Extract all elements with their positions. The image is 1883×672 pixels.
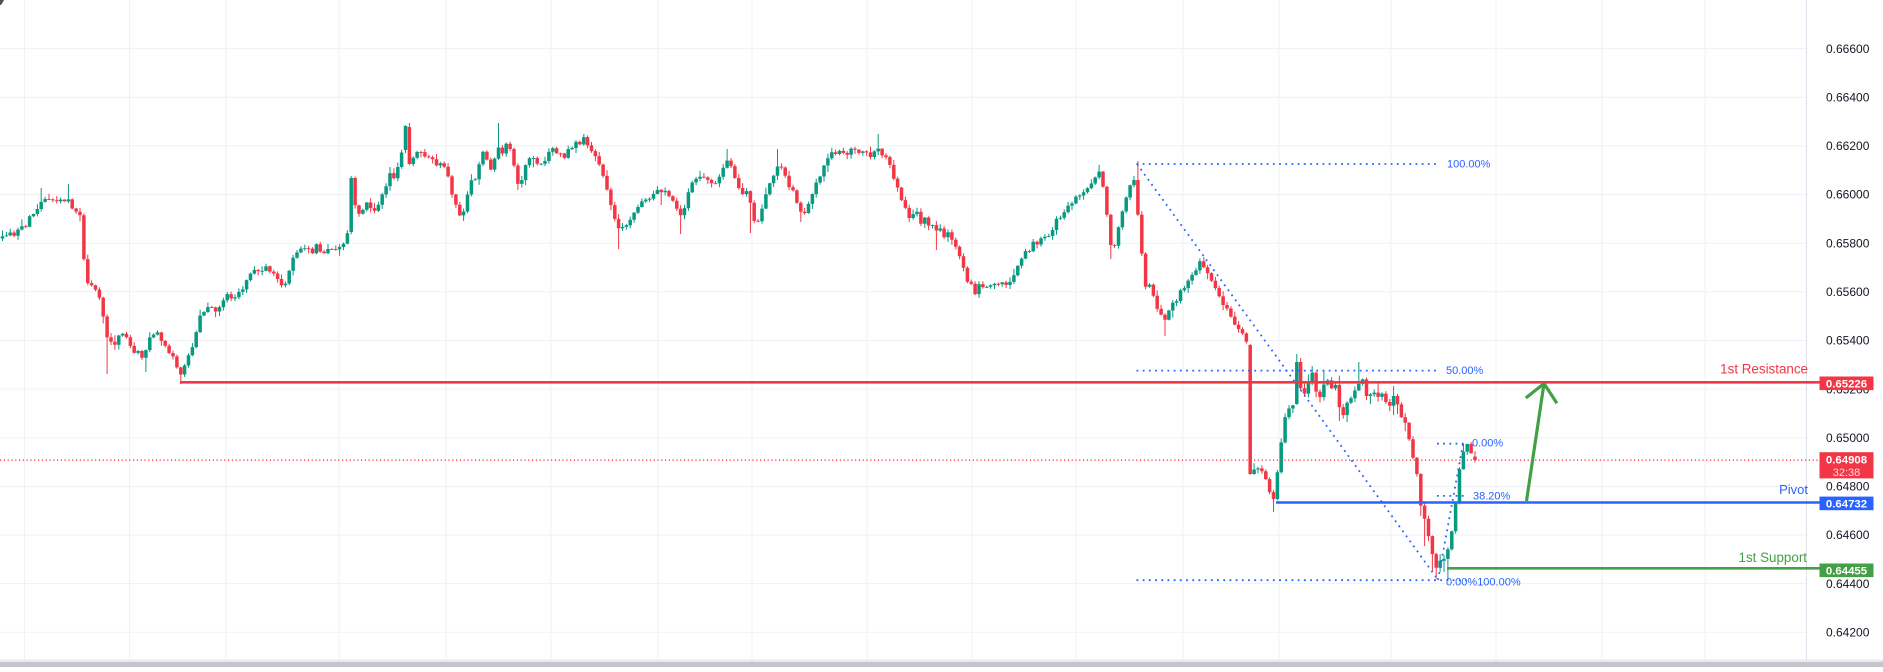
svg-text:0.65800: 0.65800: [1826, 236, 1870, 250]
svg-text:0.66200: 0.66200: [1826, 139, 1870, 153]
svg-text:0.66000: 0.66000: [1826, 188, 1870, 202]
svg-text:0.64908: 0.64908: [1826, 455, 1867, 467]
svg-text:0.00%: 0.00%: [1472, 438, 1503, 450]
svg-text:0.64800: 0.64800: [1826, 480, 1870, 494]
svg-text:50.00%: 50.00%: [1446, 365, 1484, 377]
svg-text:1st Resistance: 1st Resistance: [1720, 362, 1808, 377]
svg-text:0.64732: 0.64732: [1826, 499, 1867, 511]
svg-text:Pivot: Pivot: [1779, 482, 1808, 497]
svg-text:100.00%: 100.00%: [1447, 159, 1491, 171]
svg-text:0.64455: 0.64455: [1826, 566, 1868, 578]
svg-text:0.00%100.00%: 0.00%100.00%: [1446, 577, 1521, 589]
svg-text:0.64600: 0.64600: [1826, 528, 1870, 542]
svg-text:0.65000: 0.65000: [1826, 431, 1870, 445]
svg-text:0.64200: 0.64200: [1826, 626, 1870, 640]
svg-text:0.66600: 0.66600: [1826, 42, 1870, 56]
svg-text:0.65226: 0.65226: [1826, 379, 1867, 391]
svg-text:32:38: 32:38: [1833, 467, 1861, 479]
svg-text:0.65600: 0.65600: [1826, 285, 1870, 299]
svg-text:1st Support: 1st Support: [1739, 550, 1808, 565]
svg-text:0.64400: 0.64400: [1826, 577, 1870, 591]
svg-text:38.20%: 38.20%: [1473, 491, 1511, 503]
svg-text:0.66400: 0.66400: [1826, 90, 1870, 104]
svg-text:0.65400: 0.65400: [1826, 334, 1870, 348]
